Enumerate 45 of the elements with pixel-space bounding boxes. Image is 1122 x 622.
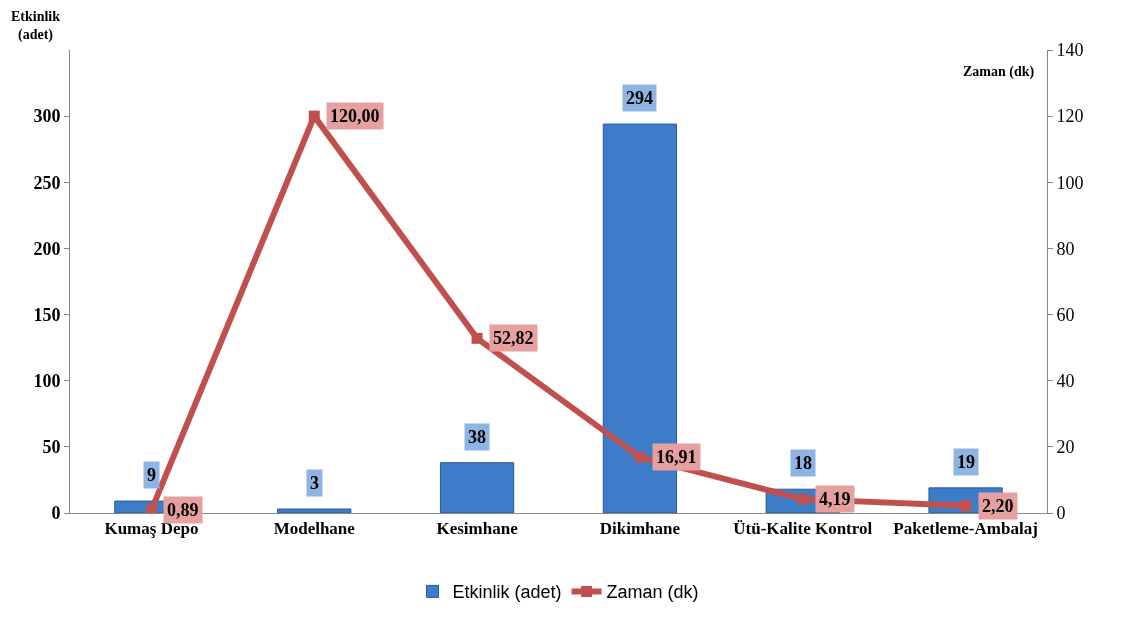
data-label: 294 [626,88,653,108]
y2-tick-label: 60 [1056,304,1075,325]
y-axis-title: Etkinlik (adet) [11,9,61,44]
data-label: 3 [310,473,319,493]
y-tick-label: 50 [42,437,61,458]
y-tick-label: 100 [33,371,61,392]
y2-tick-label: 0 [1056,503,1066,524]
point [797,493,809,505]
data-label: 2,20 [982,496,1014,516]
bar [439,462,515,513]
x-tick-label: Ütü-Kalite Kontrol [733,519,873,539]
data-label: 52,82 [493,328,534,348]
bar [277,508,352,513]
x-tick-label: Dikimhane [599,519,681,539]
y-tick-label: 300 [33,106,61,127]
x-tick-label: Kumaş Depo [104,519,199,539]
point [145,504,157,513]
y2-tick-label: 40 [1056,371,1075,392]
y-tick-label: 150 [33,304,61,325]
data-label: 38 [468,427,486,447]
x-tick-label: Paketleme-Ambalaj [893,519,1038,539]
y2-tick-label: 140 [1056,40,1084,61]
y2-axis-title: Zaman (dk) [963,64,1035,80]
data-label: 16,91 [656,447,697,467]
data-label: 120,00 [330,106,380,126]
x-tick-label: Modelhane [273,519,356,539]
point [634,451,646,463]
legend-label: Etkinlik (adet) [452,582,562,603]
y-tick-label: 200 [33,238,61,259]
legend-label: Zaman (dk) [606,582,699,603]
y2-tick-label: 120 [1056,106,1084,127]
y-tick-label: 0 [51,503,61,524]
point [960,500,972,512]
data-label: 0,89 [167,500,199,520]
data-label: 18 [794,453,812,473]
y-tick-label: 250 [33,172,61,193]
data-label: 19 [957,452,975,472]
point [308,110,320,122]
y2-tick-label: 20 [1056,437,1075,458]
x-tick-label: Kesimhane [436,519,519,539]
y2-tick-label: 100 [1056,172,1084,193]
data-label: 4,19 [819,489,851,509]
data-label: 9 [147,465,156,485]
point [471,332,483,344]
y2-tick-label: 80 [1056,238,1075,259]
